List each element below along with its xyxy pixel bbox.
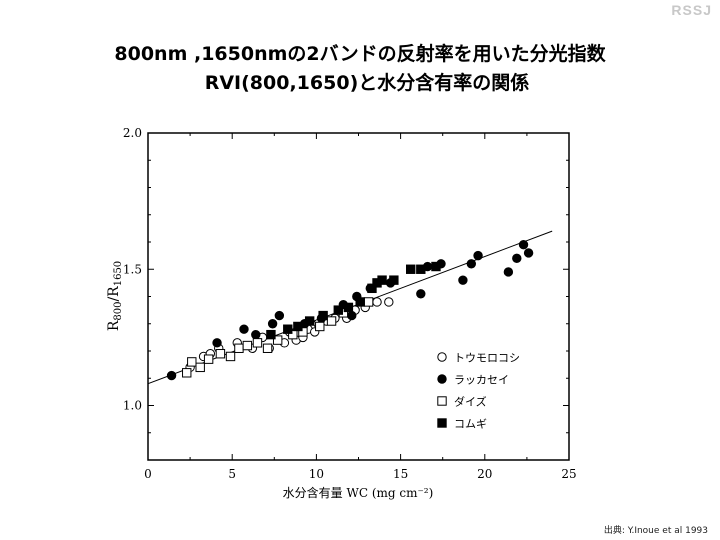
legend-label: コムギ — [454, 418, 487, 431]
data-point — [251, 329, 261, 340]
legend-marker — [437, 418, 447, 428]
data-point — [272, 335, 283, 345]
y-tick-labels: 1.0 1.5 2.0 — [123, 126, 142, 413]
data-point — [234, 343, 244, 353]
legend-marker — [437, 374, 447, 384]
data-point — [262, 343, 273, 353]
data-point — [367, 283, 377, 294]
x-tick-label: 20 — [477, 467, 492, 481]
data-point — [203, 354, 214, 364]
legend-label: ラッカセイ — [454, 374, 509, 387]
data-point — [215, 349, 226, 359]
y-axis-label-sub-1650: 1650 — [113, 261, 124, 286]
data-point — [523, 248, 534, 258]
data-point — [458, 275, 468, 285]
data-point — [384, 297, 394, 307]
data-point — [377, 275, 387, 285]
data-point — [503, 267, 514, 277]
data-point — [267, 319, 278, 329]
x-tick-label: 15 — [393, 467, 408, 481]
data-point — [288, 329, 298, 340]
x-tick-label: 0 — [144, 467, 152, 481]
x-axis-label: 水分含有量 WC (mg cm⁻²) — [283, 485, 434, 500]
y-axis-label-main: R — [106, 320, 122, 331]
y-tick-label: 1.5 — [123, 262, 142, 276]
data-point — [266, 329, 276, 340]
data-point — [512, 253, 522, 264]
x-tick-label: 25 — [561, 467, 576, 481]
data-point — [333, 305, 343, 315]
y-axis-label-sep: /R — [106, 286, 122, 302]
data-point — [252, 338, 263, 348]
data-point — [343, 302, 354, 313]
brand-label: RSSJ — [671, 2, 712, 18]
y-tick-label: 1.0 — [123, 399, 142, 413]
data-point — [239, 324, 249, 334]
title-line-2: RVI(800,1650)と水分含有率の関係 — [204, 72, 530, 94]
legend-marker — [437, 396, 447, 406]
data-point — [326, 316, 337, 326]
axis-ticks — [147, 132, 570, 460]
data-point — [298, 327, 308, 337]
data-point — [166, 370, 177, 381]
data-point — [225, 351, 236, 362]
data-point — [406, 264, 416, 274]
data-point — [304, 316, 315, 326]
legend-marker — [437, 352, 447, 362]
data-point — [473, 250, 483, 261]
data-point — [318, 310, 328, 321]
x-tick-labels: 0 5 10 15 20 25 — [144, 467, 576, 481]
title-line-1: 800nm ,1650nmの2バンドの反射率を用いた分光指数 — [114, 43, 606, 65]
data-point — [372, 297, 382, 307]
data-point — [431, 261, 441, 272]
data-point — [195, 362, 205, 373]
data-point — [212, 338, 222, 348]
data-point — [274, 310, 285, 321]
data-point — [466, 259, 477, 269]
y-tick-label: 2.0 — [123, 126, 142, 140]
legend-label: ダイズ — [454, 395, 487, 409]
source-citation: 出典: Y.Inoue et al 1993 — [603, 526, 708, 536]
data-point — [315, 321, 325, 332]
y-axis-label: R800/R1650 — [106, 261, 124, 331]
data-point — [355, 297, 365, 307]
data-point — [293, 321, 303, 332]
x-tick-label: 10 — [309, 467, 324, 481]
data-point — [416, 264, 426, 274]
data-point — [283, 324, 293, 334]
y-axis-label-sub-800: 800 — [113, 302, 124, 321]
page-title: 800nm ,1650nmの2バンドの反射率を用いた分光指数 RVI(800,1… — [0, 40, 720, 98]
data-point — [187, 357, 197, 367]
data-point — [416, 289, 426, 299]
x-tick-label: 5 — [228, 467, 236, 481]
data-point — [363, 297, 374, 307]
data-points — [166, 240, 534, 381]
data-point — [182, 368, 192, 378]
data-point — [518, 240, 529, 250]
legend-label: トウモロコシ — [454, 352, 520, 365]
data-point — [347, 310, 357, 321]
data-point — [389, 275, 399, 285]
data-point — [242, 340, 253, 351]
